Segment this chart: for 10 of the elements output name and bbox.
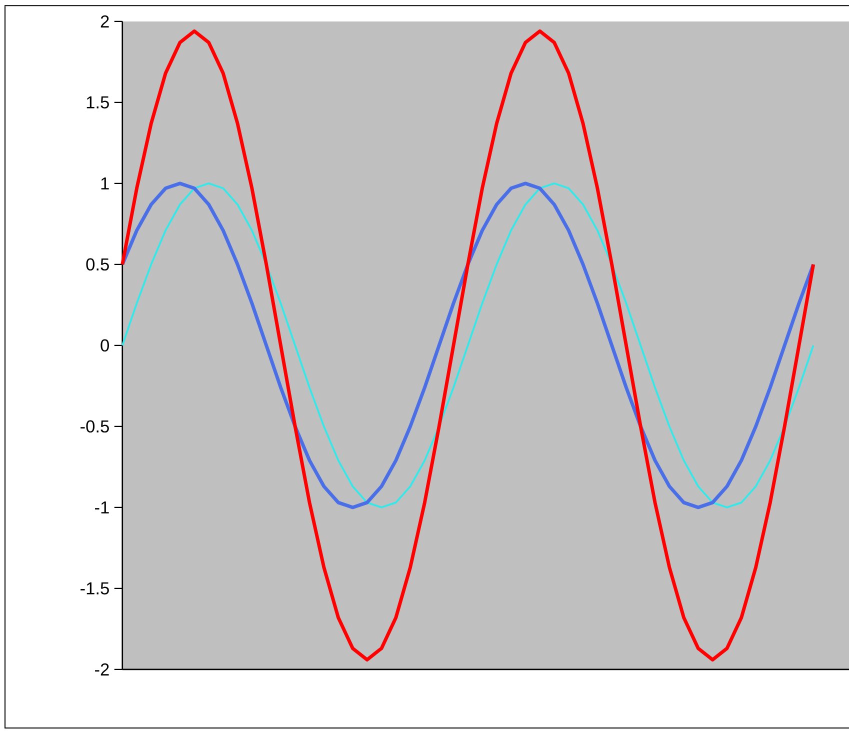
y-tick-label: 0.5	[86, 258, 109, 271]
y-tick-label: 2	[100, 15, 109, 28]
y-tick-label: 0	[100, 339, 109, 352]
y-tick-label: -1.5	[80, 582, 109, 594]
y-tick-label: 1.5	[86, 96, 109, 108]
y-tick-label: -2	[95, 663, 109, 676]
y-tick-label: -0.5	[80, 420, 109, 433]
line-series	[120, 29, 816, 662]
y-tick-label: -1	[95, 501, 109, 514]
y-tick-label: 1	[101, 177, 109, 190]
